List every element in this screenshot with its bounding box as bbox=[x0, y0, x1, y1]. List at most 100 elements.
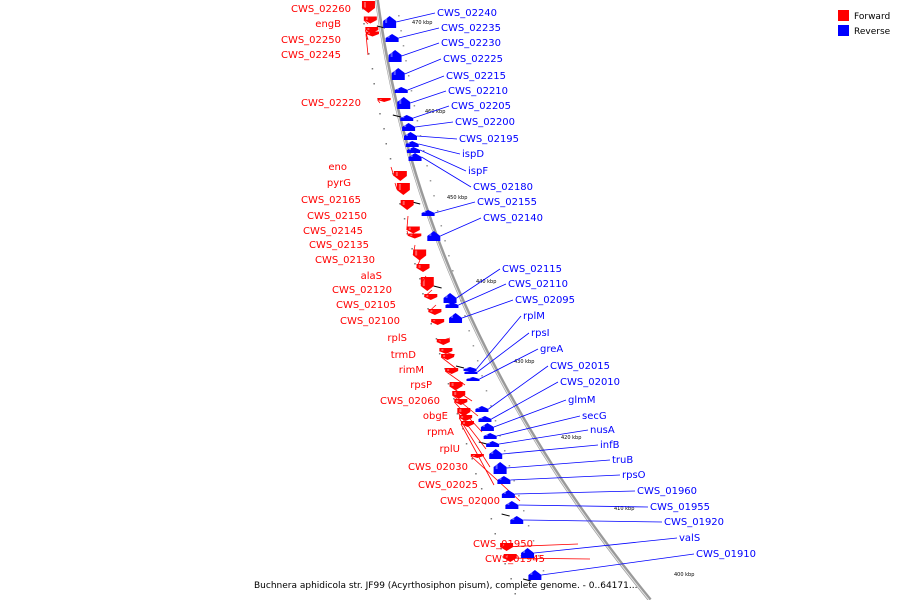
gene-label: CWS_01960 bbox=[637, 486, 697, 497]
gene-label: rpsP bbox=[410, 380, 432, 391]
gene-label: CWS_02200 bbox=[455, 117, 515, 128]
gene-label: CWS_02015 bbox=[550, 361, 610, 372]
gene-leader-line bbox=[458, 417, 491, 468]
gene-arrow bbox=[407, 147, 421, 153]
gene-leader-line bbox=[401, 42, 440, 57]
spacer-dot bbox=[422, 293, 424, 295]
gene-label: alaS bbox=[361, 271, 382, 282]
gene-label: CWS_01950 bbox=[473, 539, 533, 550]
gene-arrow bbox=[405, 141, 419, 147]
gene-arrow bbox=[391, 68, 405, 80]
tick-mark bbox=[433, 285, 442, 289]
gene-arrow bbox=[505, 501, 519, 509]
spacer-dot bbox=[460, 300, 462, 302]
gene-leader-line bbox=[415, 121, 454, 128]
gene-label: CWS_02155 bbox=[477, 197, 537, 208]
gene-arrow-shine bbox=[365, 17, 368, 20]
gene-leader-line bbox=[406, 230, 409, 237]
gene-label: greA bbox=[540, 344, 563, 355]
spacer-dot bbox=[484, 503, 487, 505]
gene-label: CWS_02030 bbox=[408, 462, 468, 473]
gene-label: eno bbox=[328, 162, 347, 173]
gene-arrow bbox=[443, 293, 457, 303]
gene-leader-line bbox=[434, 201, 476, 214]
gene-label: ispF bbox=[468, 166, 488, 177]
gene-leader-line bbox=[418, 143, 461, 155]
gene-leader-line bbox=[416, 135, 458, 140]
gene-arrow-shine bbox=[505, 555, 508, 558]
spacer-dot bbox=[468, 330, 470, 332]
spacer-dot bbox=[385, 143, 387, 145]
spacer-dot bbox=[444, 368, 446, 370]
gene-label: CWS_02240 bbox=[437, 8, 497, 19]
gene-arrow-shine bbox=[503, 491, 506, 494]
gene-arrow-shine bbox=[461, 416, 464, 418]
gene-arrow-shine bbox=[429, 232, 432, 236]
gene-label: engB bbox=[315, 19, 341, 30]
spacer-dot bbox=[500, 548, 502, 550]
spacer-dot bbox=[508, 465, 511, 467]
spacer-dot bbox=[419, 278, 421, 280]
gene-arrow bbox=[393, 171, 407, 181]
gene-label: truB bbox=[612, 455, 633, 466]
gene-arrow-shine bbox=[418, 265, 421, 268]
spacer-dot bbox=[402, 45, 405, 47]
gene-arrow-shine bbox=[363, 2, 366, 8]
gene-arrow-shine bbox=[407, 142, 410, 144]
gene-arrow-shine bbox=[507, 502, 510, 505]
spacer-dot bbox=[504, 563, 506, 565]
map-caption: Buchnera aphidicola str. JF99 (Acyrthosi… bbox=[254, 581, 637, 591]
gene-arrow bbox=[501, 490, 515, 498]
spacer-dot bbox=[407, 75, 410, 77]
spacer-dot bbox=[481, 375, 483, 377]
legend-reverse-swatch bbox=[838, 25, 849, 36]
gene-arrow-shine bbox=[472, 455, 475, 456]
spacer-dot bbox=[453, 398, 455, 400]
gene-label: CWS_02120 bbox=[332, 285, 392, 296]
gene-leader-line bbox=[424, 289, 433, 298]
tick-label: 430 kbp bbox=[514, 359, 534, 365]
gene-leader-line bbox=[398, 27, 440, 39]
gene-label: CWS_02115 bbox=[502, 264, 562, 275]
gene-leader-line bbox=[419, 149, 467, 172]
gene-arrow bbox=[457, 408, 471, 416]
gene-arrow bbox=[408, 153, 422, 161]
legend-forward-swatch bbox=[838, 10, 849, 21]
tick-label: 400 kbp bbox=[674, 572, 694, 578]
spacer-dot bbox=[398, 15, 400, 17]
tick-marks: 470 kbp 460 kbp 450 kbp 440 kbp 430 kbp 420 k… bbox=[376, 20, 694, 582]
gene-arrow bbox=[483, 433, 497, 439]
spacer-dot bbox=[414, 263, 416, 265]
gene-arrow bbox=[413, 249, 427, 261]
gene-leader-line bbox=[431, 320, 437, 323]
spacer-dot bbox=[440, 225, 443, 227]
spacer-dot bbox=[456, 413, 459, 415]
spacer-dot bbox=[456, 285, 458, 287]
gene-label: CWS_02230 bbox=[441, 38, 501, 49]
gene-arrow-shine bbox=[465, 368, 468, 369]
gene-arrow bbox=[427, 231, 441, 241]
gene-arrow-shine bbox=[399, 98, 402, 104]
gene-arrow bbox=[385, 34, 399, 42]
gene-label: CWS_02180 bbox=[473, 182, 533, 193]
gene-arrow-shine bbox=[512, 517, 515, 520]
gene-leader-line bbox=[477, 332, 530, 373]
gene-arrow bbox=[403, 132, 417, 140]
spacer-dot bbox=[379, 113, 381, 115]
gene-arrow bbox=[510, 516, 524, 524]
gene-arrow-shine bbox=[408, 227, 411, 230]
gene-arrow bbox=[486, 441, 500, 447]
gene-arrow-shine bbox=[459, 409, 462, 412]
gene-label: rpmA bbox=[427, 427, 454, 438]
spacer-dot bbox=[444, 240, 446, 242]
gene-leader-line bbox=[420, 275, 427, 285]
gene-arrow bbox=[397, 97, 411, 109]
spacer-dot bbox=[383, 128, 385, 130]
gene-arrow-shine bbox=[393, 69, 396, 75]
gene-arrow-shine bbox=[422, 278, 425, 286]
gene-label: CWS_02060 bbox=[380, 396, 440, 407]
gene-arrow bbox=[431, 319, 445, 325]
gene-leader-line bbox=[390, 166, 395, 177]
gene-leader-line bbox=[458, 283, 507, 306]
